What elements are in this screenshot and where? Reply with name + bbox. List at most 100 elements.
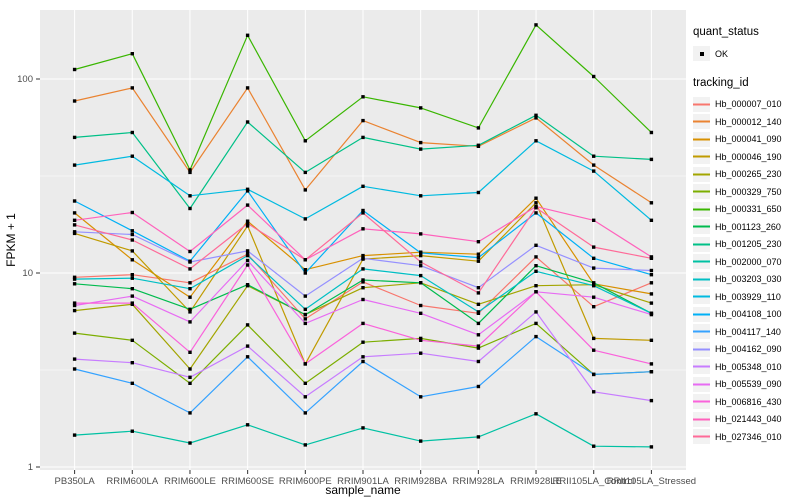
line-swatch-icon xyxy=(693,359,710,375)
data-point xyxy=(303,312,307,317)
data-point xyxy=(130,232,134,237)
data-point xyxy=(649,201,654,205)
data-point xyxy=(188,441,192,445)
data-point xyxy=(361,135,365,140)
data-point xyxy=(476,310,481,314)
data-point xyxy=(476,252,481,256)
data-point xyxy=(245,189,250,193)
line-swatch-icon xyxy=(693,289,710,305)
data-point xyxy=(649,218,654,222)
x-tick-label: RRIM928LA xyxy=(452,476,504,487)
data-point xyxy=(130,381,134,385)
legend-item-label: Hb_000012_140 xyxy=(715,116,782,127)
data-point xyxy=(303,217,307,221)
data-point xyxy=(592,154,596,158)
legend-item-label: Hb_005539_090 xyxy=(715,379,782,390)
data-point xyxy=(476,286,481,290)
line-swatch-icon xyxy=(693,184,710,200)
data-point xyxy=(303,321,307,326)
data-point xyxy=(534,139,538,143)
data-point xyxy=(476,346,481,350)
data-point xyxy=(476,384,481,389)
data-point xyxy=(592,372,596,377)
data-point xyxy=(72,308,77,313)
data-point xyxy=(72,223,77,227)
data-point xyxy=(303,317,307,321)
data-point xyxy=(649,268,654,273)
data-point xyxy=(419,194,423,198)
data-point xyxy=(245,253,250,258)
data-point xyxy=(303,443,307,447)
x-tick-label: RRII105LA_Stressed xyxy=(607,476,696,487)
line-swatch-icon xyxy=(693,114,710,130)
legend-item-label: OK xyxy=(715,48,729,59)
legend-item: Hb_004117_140 xyxy=(693,323,799,341)
data-point xyxy=(130,249,134,253)
line-swatch-icon xyxy=(693,219,710,235)
data-point xyxy=(592,336,596,341)
data-point xyxy=(188,194,192,198)
legend-item: Hb_003929_110 xyxy=(693,288,799,306)
data-point xyxy=(130,287,134,291)
legend-item-label: Hb_004108_100 xyxy=(715,309,782,320)
y-tick-label: 100 xyxy=(17,74,33,85)
data-point xyxy=(245,120,250,124)
x-tick-label: PB350LA xyxy=(55,476,96,487)
legend-item-label: Hb_003929_110 xyxy=(715,291,781,302)
data-point xyxy=(188,411,192,415)
data-point xyxy=(303,188,307,192)
data-point xyxy=(592,444,596,448)
line-swatch-icon xyxy=(693,149,710,165)
data-point xyxy=(419,232,423,236)
data-point xyxy=(72,301,77,305)
data-point xyxy=(245,344,250,348)
data-point xyxy=(476,344,481,348)
data-point xyxy=(72,99,77,103)
legend-item-label: Hb_000041_090 xyxy=(715,134,782,145)
data-point xyxy=(188,206,192,211)
data-point xyxy=(592,390,596,394)
line-swatch-icon xyxy=(693,166,710,182)
data-point xyxy=(649,370,654,374)
legend-title-quant-status: quant_status xyxy=(693,26,759,38)
data-point xyxy=(72,218,77,222)
data-point xyxy=(72,357,77,361)
data-point xyxy=(188,267,192,271)
line-swatch-icon xyxy=(693,341,710,357)
data-point xyxy=(245,283,250,287)
data-point xyxy=(188,310,192,314)
legend-item: Hb_021443_040 xyxy=(693,411,799,429)
line-swatch-icon xyxy=(693,96,710,112)
legend-item-label: Hb_000046_190 xyxy=(715,151,782,162)
data-point xyxy=(534,321,538,326)
data-point xyxy=(188,367,192,371)
legend-item: Hb_000265_230 xyxy=(693,166,799,184)
data-point xyxy=(72,230,77,234)
legend-item: Hb_004162_090 xyxy=(693,341,799,359)
data-point xyxy=(130,229,134,233)
x-tick-label: RRIM600LE xyxy=(164,476,216,487)
data-point xyxy=(534,290,538,294)
data-point xyxy=(130,238,134,242)
data-point xyxy=(130,130,134,135)
data-point xyxy=(592,305,596,309)
data-point xyxy=(419,303,423,308)
data-point xyxy=(361,95,365,99)
data-point xyxy=(361,355,365,359)
data-point xyxy=(534,284,538,288)
data-point xyxy=(476,259,481,263)
data-point xyxy=(419,260,423,264)
data-point xyxy=(245,203,250,207)
data-point xyxy=(649,292,654,296)
data-point xyxy=(188,249,192,254)
legend-section-quant-status: quant_status OK xyxy=(693,26,799,63)
legend-item: Hb_000041_090 xyxy=(693,131,799,149)
legend-item-label: Hb_000007_010 xyxy=(715,99,782,110)
data-point xyxy=(649,130,654,135)
data-point xyxy=(245,263,250,267)
data-point xyxy=(361,297,365,302)
x-tick-label: RRIM928BA xyxy=(394,476,447,487)
data-point xyxy=(592,256,596,260)
